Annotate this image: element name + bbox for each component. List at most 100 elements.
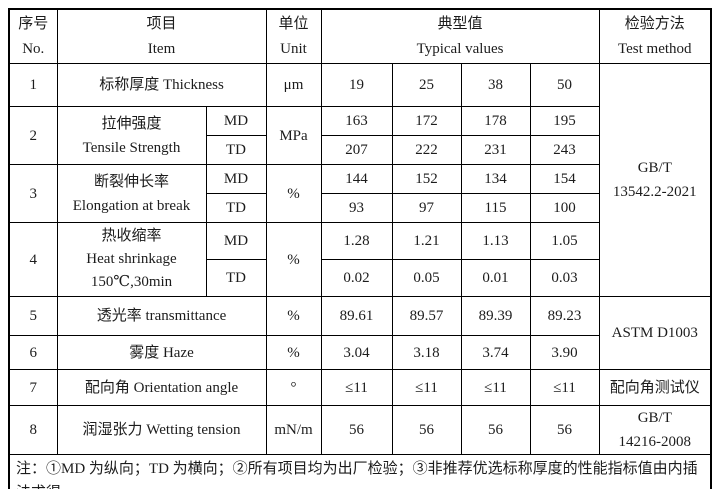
value-cell: ≤11: [460, 369, 531, 406]
method-cell-gbt13542: GB/T 13542.2-2021: [598, 63, 712, 297]
value-cell: ≤11: [320, 369, 393, 406]
value-cell: 56: [320, 405, 393, 455]
unit-cell: μm: [265, 63, 322, 107]
value-cell: 1.28: [320, 222, 393, 260]
header-row: 序号 No. 项目 Item 单位 Unit 典型值 Typical value…: [8, 8, 712, 64]
direction-cell: MD: [205, 106, 267, 136]
value-cell: 1.21: [391, 222, 462, 260]
header-no-en: No.: [22, 40, 45, 57]
unit-cell: %: [265, 222, 322, 297]
header-unit: 单位 Unit: [265, 8, 322, 64]
value-cell: 152: [391, 164, 462, 194]
value-cell: 50: [529, 63, 600, 107]
method-cell-gbt14216: GB/T 14216-2008: [598, 405, 712, 455]
value-cell: 100: [529, 193, 600, 223]
value-cell: 38: [460, 63, 531, 107]
value-cell: 56: [460, 405, 531, 455]
value-cell: 222: [391, 135, 462, 165]
value-cell: 0.03: [529, 259, 600, 297]
unit-cell: %: [265, 296, 322, 336]
table-row: 7 配向角 Orientation angle ° ≤11 ≤11 ≤11 ≤1…: [8, 369, 712, 406]
value-cell: 195: [529, 106, 600, 136]
value-cell: 0.05: [391, 259, 462, 297]
table-row: TD 207 222 231 243: [9, 135, 711, 165]
value-cell: 1.13: [460, 222, 531, 260]
unit-cell: %: [265, 164, 322, 223]
table-row: 8 润湿张力 Wetting tension mN/m 56 56 56 56 …: [8, 405, 712, 455]
value-cell: 154: [529, 164, 600, 194]
value-cell: 89.39: [460, 296, 531, 336]
no-cell: 7: [8, 369, 58, 406]
header-item-zh: 项目: [146, 15, 177, 32]
value-cell: 19: [320, 63, 393, 107]
unit-cell: mN/m: [265, 405, 322, 455]
header-method-en: Test method: [618, 40, 692, 57]
item-cell: 热收缩率 Heat shrinkage 150℃,30min: [56, 222, 207, 297]
value-cell: 3.18: [391, 335, 462, 370]
value-cell: 89.23: [529, 296, 600, 336]
value-cell: 1.05: [529, 222, 600, 260]
note-row: 注：①MD 为纵向；TD 为横向；②所有项目均为出厂检验；③非推荐优选标称厚度的…: [8, 454, 712, 489]
unit-cell: %: [265, 335, 322, 370]
header-typical-zh: 典型值: [437, 15, 483, 32]
value-cell: 93: [320, 193, 393, 223]
method-cell-astm: ASTM D1003: [598, 296, 712, 370]
value-cell: 178: [460, 106, 531, 136]
value-cell: 231: [460, 135, 531, 165]
value-cell: 97: [391, 193, 462, 223]
value-cell: 89.57: [391, 296, 462, 336]
value-cell: 207: [320, 135, 393, 165]
table-row: TD 93 97 115 100: [9, 193, 711, 223]
value-cell: ≤11: [529, 369, 600, 406]
no-cell: 4: [8, 222, 58, 297]
method-cell-orientation: 配向角测试仪: [598, 369, 712, 406]
value-cell: 0.01: [460, 259, 531, 297]
value-cell: 3.04: [320, 335, 393, 370]
direction-cell: TD: [205, 193, 267, 223]
header-no: 序号 No.: [8, 8, 58, 64]
direction-cell: TD: [205, 259, 267, 297]
value-cell: 56: [529, 405, 600, 455]
value-cell: 172: [391, 106, 462, 136]
no-cell: 2: [8, 106, 58, 165]
value-cell: 3.90: [529, 335, 600, 370]
header-no-zh: 序号: [18, 15, 49, 32]
unit-cell: MPa: [265, 106, 322, 165]
footnote: 注：①MD 为纵向；TD 为横向；②所有项目均为出厂检验；③非推荐优选标称厚度的…: [8, 454, 712, 489]
value-cell: 115: [460, 193, 531, 223]
header-method-zh: 检验方法: [624, 15, 685, 32]
header-test-method: 检验方法 Test method: [598, 8, 712, 64]
spec-table: 序号 No. 项目 Item 单位 Unit 典型值 Typical value…: [8, 8, 713, 489]
value-cell: 144: [320, 164, 393, 194]
value-cell: 0.02: [320, 259, 393, 297]
header-typical-en: Typical values: [416, 40, 504, 57]
unit-cell: °: [265, 369, 322, 406]
value-cell: 56: [391, 405, 462, 455]
table-row: 4 热收缩率 Heat shrinkage 150℃,30min MD % 1.…: [8, 222, 711, 297]
no-cell: 6: [8, 335, 58, 370]
item-cell: 断裂伸长率 Elongation at break: [56, 164, 207, 223]
item-cell: 雾度 Haze: [56, 335, 267, 370]
no-cell: 5: [8, 296, 58, 336]
header-item: 项目 Item: [56, 8, 267, 64]
no-cell: 1: [8, 63, 58, 107]
item-cell: 配向角 Orientation angle: [56, 369, 267, 406]
direction-cell: TD: [205, 135, 267, 165]
value-cell: ≤11: [391, 369, 462, 406]
no-cell: 3: [8, 164, 58, 223]
direction-cell: MD: [205, 222, 267, 260]
item-cell: 透光率 transmittance: [56, 296, 267, 336]
no-cell: 8: [8, 405, 58, 455]
value-cell: 163: [320, 106, 393, 136]
value-cell: 134: [460, 164, 531, 194]
value-cell: 89.61: [320, 296, 393, 336]
header-typical-values: 典型值 Typical values: [320, 8, 600, 64]
table-row: 5 透光率 transmittance % 89.61 89.57 89.39 …: [8, 296, 712, 370]
value-cell: 243: [529, 135, 600, 165]
direction-cell: MD: [205, 164, 267, 194]
value-cell: 25: [391, 63, 462, 107]
item-cell: 润湿张力 Wetting tension: [56, 405, 267, 455]
header-item-en: Item: [147, 40, 176, 57]
value-cell: 3.74: [460, 335, 531, 370]
